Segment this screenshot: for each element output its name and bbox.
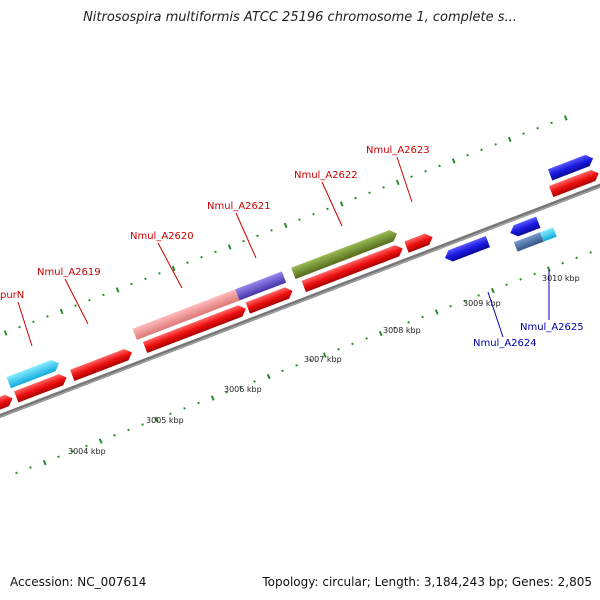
scale-labels: 3004 kbp 3005 kbp 3006 kbp 3007 kbp 3008… [68, 274, 580, 456]
cds-arrow [0, 394, 13, 418]
outer-tick-ring [3, 115, 568, 336]
cog-feature-cyan [6, 359, 60, 389]
gene-labels: purN Nmul_A2619 Nmul_A2620 Nmul_A2621 Nm… [0, 145, 584, 349]
cog-feature-track[interactable] [0, 153, 595, 403]
cog-feature-olive [291, 230, 398, 279]
gene-label: Nmul_A2625 [520, 322, 584, 333]
cog-feature-teal [513, 232, 544, 252]
reverse-cds-track[interactable] [443, 212, 557, 276]
forward-cds-track[interactable] [0, 168, 600, 418]
gene-label: Nmul_A2620 [130, 231, 194, 242]
gene-label: Nmul_A2619 [37, 267, 101, 278]
genome-summary: Topology: circular; Length: 3,184,243 bp… [262, 575, 592, 589]
label-leader-lines [17, 156, 550, 347]
gene-label: Nmul_A2623 [366, 145, 430, 156]
cds-arrow-reverse [510, 216, 541, 237]
cds-arrow [245, 287, 293, 314]
backbone-line [0, 163, 600, 440]
cog-feature-blue [547, 154, 594, 181]
scale-label: 3009 kbp [463, 299, 501, 308]
gene-label: Nmul_A2621 [207, 201, 271, 212]
gene-label: Nmul_A2622 [294, 170, 358, 181]
cds-arrow [404, 233, 433, 253]
scale-label: 3007 kbp [304, 355, 342, 364]
scale-label: 3008 kbp [383, 326, 421, 335]
cds-arrow-reverse [444, 235, 491, 262]
gene-label: purN [0, 290, 24, 301]
scale-label: 3004 kbp [68, 447, 106, 456]
cds-arrow [301, 245, 403, 293]
scale-label: 3005 kbp [146, 416, 184, 425]
cds-arrow [142, 305, 246, 354]
scale-label: 3010 kbp [542, 274, 580, 283]
cds-arrow [14, 374, 67, 403]
map-title: Nitrosospira multiformis ATCC 25196 chro… [83, 10, 517, 25]
inner-tick-ring [15, 251, 592, 475]
cog-feature-pink [132, 289, 240, 340]
gene-label: Nmul_A2624 [473, 338, 537, 349]
scale-label: 3006 kbp [224, 385, 262, 394]
cds-arrow [70, 349, 133, 382]
cds-arrow [549, 169, 599, 198]
cog-feature-purple [235, 271, 287, 301]
accession-label: Accession: NC_007614 [10, 575, 147, 589]
cog-feature-cyan [540, 227, 557, 242]
